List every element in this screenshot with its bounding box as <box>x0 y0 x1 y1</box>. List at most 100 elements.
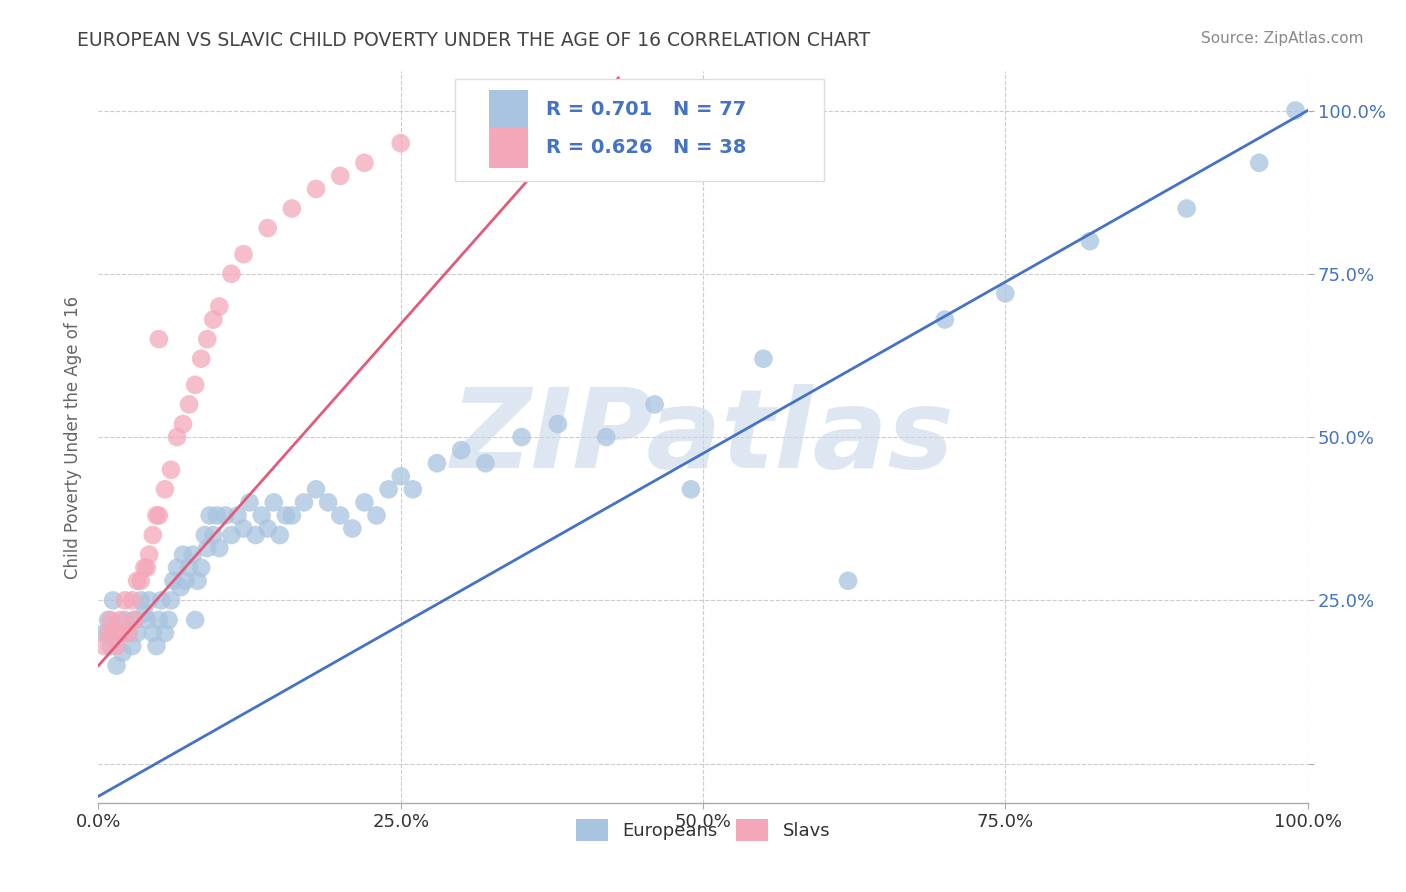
Point <box>118 626 141 640</box>
Point <box>181 548 204 562</box>
Point <box>160 463 183 477</box>
Point <box>232 247 254 261</box>
Point <box>402 483 425 497</box>
Point <box>474 456 496 470</box>
Point <box>752 351 775 366</box>
Point <box>127 574 149 588</box>
Point <box>316 495 339 509</box>
Point <box>108 626 131 640</box>
Point <box>305 483 328 497</box>
Point <box>169 580 191 594</box>
Point <box>129 593 152 607</box>
Point <box>232 521 254 535</box>
Point <box>256 221 278 235</box>
Point <box>93 626 115 640</box>
Point <box>1284 103 1306 118</box>
Point <box>934 312 956 326</box>
Point <box>101 626 124 640</box>
Point <box>160 593 183 607</box>
FancyBboxPatch shape <box>456 78 824 181</box>
Point <box>837 574 859 588</box>
Point <box>100 639 122 653</box>
Point <box>366 508 388 523</box>
Point <box>138 548 160 562</box>
Point <box>184 613 207 627</box>
Point <box>148 332 170 346</box>
Point <box>214 508 236 523</box>
Point <box>121 593 143 607</box>
Point <box>174 574 197 588</box>
Point <box>263 495 285 509</box>
Point <box>239 495 262 509</box>
Point <box>148 613 170 627</box>
Point <box>250 508 273 523</box>
Point <box>195 332 218 346</box>
Point <box>510 430 533 444</box>
Text: ZIPatlas: ZIPatlas <box>451 384 955 491</box>
Point <box>166 560 188 574</box>
Point <box>245 528 267 542</box>
Point <box>256 521 278 535</box>
Point <box>195 541 218 555</box>
Point <box>179 397 201 411</box>
Point <box>329 508 352 523</box>
Point <box>269 528 291 542</box>
Point <box>142 626 165 640</box>
Point <box>114 613 136 627</box>
Point <box>97 613 120 627</box>
Point <box>93 639 115 653</box>
Point <box>353 155 375 169</box>
Point <box>127 626 149 640</box>
Point <box>221 267 243 281</box>
Text: R = 0.701: R = 0.701 <box>546 100 652 120</box>
Point <box>179 560 201 574</box>
Point <box>292 495 315 509</box>
Point <box>135 613 157 627</box>
Point <box>124 613 146 627</box>
Point <box>184 377 207 392</box>
Point <box>208 300 231 314</box>
Point <box>138 593 160 607</box>
Text: N = 38: N = 38 <box>672 138 747 157</box>
Point <box>97 626 120 640</box>
Point <box>205 508 228 523</box>
Point <box>377 483 399 497</box>
Point <box>148 508 170 523</box>
Point <box>305 182 328 196</box>
Point <box>281 508 304 523</box>
Point <box>1078 234 1101 248</box>
Point <box>190 351 212 366</box>
Point <box>198 508 221 523</box>
Point <box>105 639 128 653</box>
Point <box>162 574 184 588</box>
Point <box>190 560 212 574</box>
Point <box>1249 155 1271 169</box>
Bar <box>489 90 527 130</box>
Point <box>172 417 194 431</box>
Point <box>274 508 297 523</box>
Point <box>150 593 173 607</box>
Point <box>389 469 412 483</box>
Point <box>595 430 617 444</box>
Point <box>111 646 134 660</box>
Point <box>134 560 156 574</box>
Point <box>108 613 131 627</box>
Bar <box>489 128 527 168</box>
Text: Source: ZipAtlas.com: Source: ZipAtlas.com <box>1201 31 1364 46</box>
Point <box>105 658 128 673</box>
Point <box>145 639 167 653</box>
Point <box>121 639 143 653</box>
Point <box>187 574 209 588</box>
Point <box>118 626 141 640</box>
Point <box>426 456 449 470</box>
Text: R = 0.626: R = 0.626 <box>546 138 652 157</box>
Point <box>226 508 249 523</box>
Point <box>221 528 243 542</box>
Text: EUROPEAN VS SLAVIC CHILD POVERTY UNDER THE AGE OF 16 CORRELATION CHART: EUROPEAN VS SLAVIC CHILD POVERTY UNDER T… <box>77 31 870 50</box>
Point <box>547 417 569 431</box>
Point <box>450 443 472 458</box>
Point <box>194 528 217 542</box>
Point <box>124 613 146 627</box>
Point <box>129 574 152 588</box>
Y-axis label: Child Poverty Under the Age of 16: Child Poverty Under the Age of 16 <box>65 295 83 579</box>
